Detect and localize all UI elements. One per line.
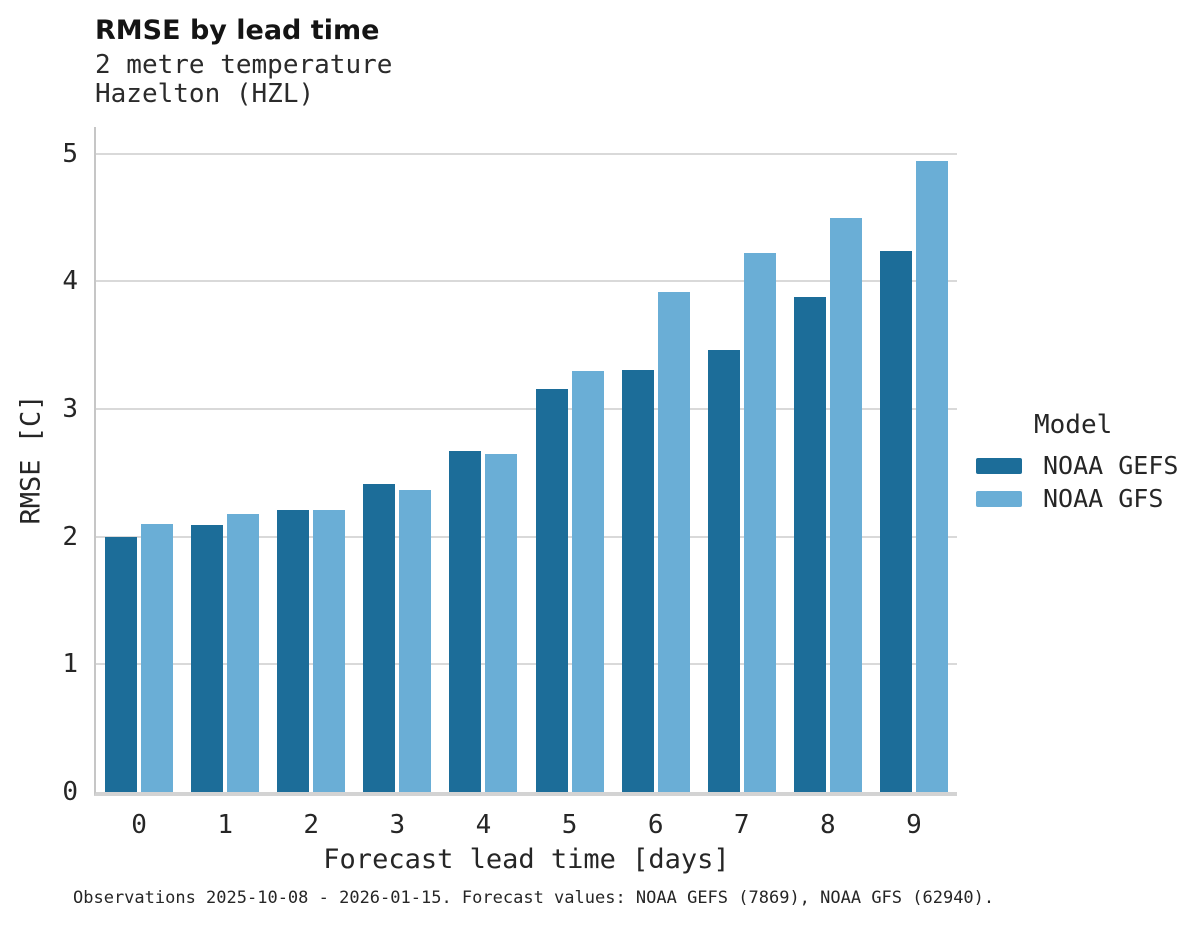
- x-tick-label-1: 1: [217, 810, 233, 840]
- bar-noaa-gefs-day-8: [793, 296, 826, 792]
- bar-noaa-gefs-day-5: [535, 388, 568, 792]
- legend-title: Model: [1034, 410, 1113, 440]
- gridline-y1: [96, 663, 957, 666]
- y-tick-label-1: 1: [62, 649, 78, 680]
- bar-noaa-gfs-day-1: [227, 513, 260, 792]
- x-tick-label-6: 6: [647, 810, 664, 840]
- legend-label-gefs: NOAA GEFS: [1043, 451, 1179, 480]
- legend-label-gfs: NOAA GFS: [1043, 484, 1164, 513]
- legend-item-gefs: NOAA GEFS: [976, 449, 1178, 482]
- gridline-y5: [96, 152, 957, 155]
- bar-noaa-gfs-day-5: [571, 370, 604, 792]
- y-tick-label-2: 2: [62, 521, 78, 552]
- gridline-y2: [96, 535, 957, 538]
- x-tick-label-9: 9: [906, 810, 922, 840]
- bar-noaa-gfs-day-3: [399, 489, 432, 792]
- bar-noaa-gefs-day-9: [879, 250, 912, 792]
- x-tick-label-0: 0: [131, 810, 147, 840]
- bar-noaa-gfs-day-4: [485, 453, 518, 792]
- bar-noaa-gefs-day-6: [621, 369, 654, 792]
- chart-subtitle-station: Hazelton (HZL): [95, 79, 315, 109]
- x-tick-label-8: 8: [820, 810, 836, 840]
- legend-swatch-gefs: [976, 457, 1022, 474]
- x-tick-label-4: 4: [475, 810, 492, 840]
- x-axis-title: Forecast lead time [days]: [323, 844, 730, 875]
- plot-area: RMSE [C] Forecast lead time [days] 0 1 2 3 4…: [16, 127, 957, 875]
- y-tick-label-5: 5: [62, 138, 78, 169]
- gridline-y3: [96, 408, 957, 411]
- y-tick-label-0: 0: [62, 777, 78, 807]
- bar-noaa-gefs-day-4: [449, 451, 482, 792]
- bar-noaa-gefs-day-2: [277, 509, 310, 792]
- x-tick-label-2: 2: [303, 810, 320, 840]
- bar-noaa-gefs-day-1: [191, 525, 224, 792]
- y-tick-label-4: 4: [62, 266, 78, 297]
- x-tick-label-3: 3: [389, 810, 406, 840]
- legend-item-gfs: NOAA GFS: [976, 482, 1178, 515]
- bar-noaa-gfs-day-0: [141, 523, 174, 792]
- x-tick-label-5: 5: [561, 810, 578, 840]
- bar-noaa-gfs-day-7: [743, 253, 776, 792]
- x-tick-label-7: 7: [733, 810, 750, 840]
- legend-swatch-gfs: [976, 490, 1022, 507]
- y-tick-label-3: 3: [62, 394, 78, 425]
- bar-noaa-gfs-day-8: [829, 217, 862, 792]
- legend: Model NOAA GEFS NOAA GFS: [976, 410, 1178, 515]
- bar-noaa-gfs-day-9: [915, 161, 948, 792]
- y-axis-title-wrap: RMSE [C]: [14, 127, 48, 792]
- bar-noaa-gefs-day-7: [707, 350, 740, 792]
- chart-subtitle-variable: 2 metre temperature: [95, 50, 393, 80]
- footnote-caption: Observations 2025-10-08 - 2026-01-15. Fo…: [73, 888, 995, 908]
- bar-noaa-gfs-day-6: [657, 291, 690, 792]
- bar-noaa-gfs-day-2: [313, 509, 346, 792]
- gridline-y4: [96, 280, 957, 283]
- bar-noaa-gefs-day-0: [105, 536, 138, 792]
- chart-title: RMSE by lead time: [95, 15, 380, 46]
- bar-noaa-gefs-day-3: [363, 484, 396, 792]
